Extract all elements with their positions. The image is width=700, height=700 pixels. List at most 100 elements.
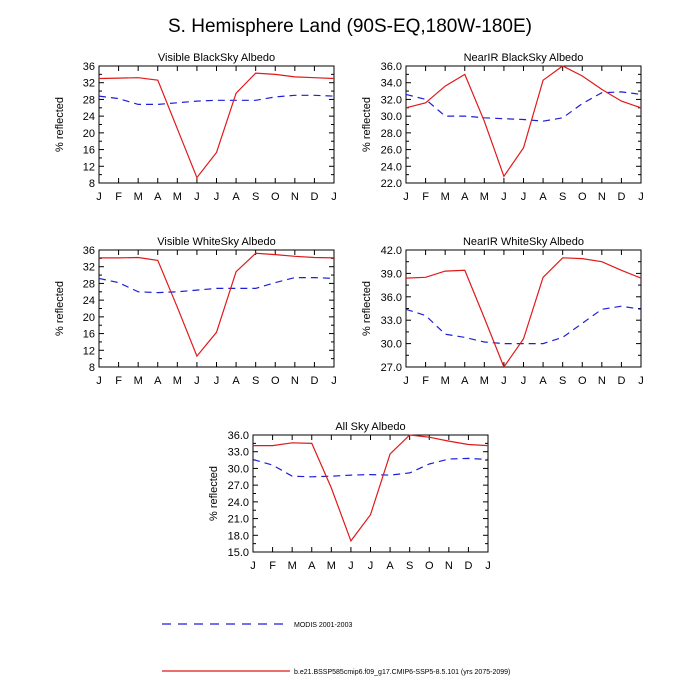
chart-panel: NearIR WhiteSky Albedo % reflected 27.0 30.… — [361, 236, 644, 387]
x-tick-label: A — [308, 560, 316, 572]
x-tick-label: F — [422, 191, 429, 203]
series-line-model — [253, 434, 489, 543]
x-tick-label: N — [598, 375, 606, 387]
y-tick-label: 32.0 — [381, 94, 402, 106]
x-tick-label: A — [232, 191, 240, 203]
y-axis-label: % reflected — [361, 281, 373, 336]
y-tick-label: 36.0 — [228, 430, 249, 442]
y-tick-label: 8 — [89, 178, 95, 190]
x-tick-label: M — [441, 191, 450, 203]
x-tick-label: D — [464, 560, 472, 572]
y-tick-label: 16 — [83, 145, 95, 157]
y-axis-label: % reflected — [54, 97, 66, 152]
x-tick-label: M — [480, 375, 489, 387]
x-tick-label: J — [194, 375, 200, 387]
x-tick-label: F — [422, 375, 429, 387]
y-tick-label: 28.0 — [381, 128, 402, 140]
x-tick-label: J — [501, 191, 507, 203]
y-tick-label: 12 — [83, 345, 95, 357]
x-tick-label: A — [232, 375, 240, 387]
chart-title: Visible BlackSky Albedo — [158, 52, 275, 64]
y-tick-label: 24 — [83, 295, 95, 307]
y-tick-label: 24 — [83, 111, 95, 123]
x-tick-label: J — [331, 375, 337, 387]
x-tick-label: J — [521, 191, 527, 203]
legend-model-label: b.e21.BSSP585cmip6.f09_g17.CMIP6-SSP5-8.… — [294, 669, 510, 676]
x-tick-label: A — [461, 191, 469, 203]
page-title: S. Hemisphere Land (90S-EQ,180W-180E) — [168, 16, 532, 37]
x-tick-label: N — [291, 375, 299, 387]
y-tick-label: 39.0 — [381, 268, 402, 280]
x-tick-label: M — [173, 191, 182, 203]
chart-panel: Visible WhiteSky Albedo % reflected 8 12 16 2… — [54, 236, 337, 387]
y-tick-label: 20 — [83, 312, 95, 324]
chart-title: NearIR WhiteSky Albedo — [463, 236, 584, 248]
x-tick-label: J — [194, 191, 200, 203]
x-tick-label: J — [96, 375, 102, 387]
x-tick-label: J — [214, 375, 220, 387]
series-line-model — [99, 252, 335, 358]
y-tick-label: 36 — [83, 245, 95, 257]
y-tick-label: 21.0 — [228, 514, 249, 526]
x-tick-label: S — [559, 191, 566, 203]
y-tick-label: 36 — [83, 61, 95, 73]
x-tick-label: J — [501, 375, 507, 387]
x-tick-label: A — [386, 560, 394, 572]
x-tick-label: A — [154, 375, 162, 387]
x-tick-label: J — [403, 191, 409, 203]
series-line-modis — [405, 91, 642, 122]
plot-frame — [405, 65, 642, 184]
x-tick-label: J — [485, 560, 491, 572]
x-tick-label: O — [271, 191, 280, 203]
y-tick-label: 27.0 — [228, 480, 249, 492]
x-tick-label: M — [327, 560, 336, 572]
x-tick-label: N — [291, 191, 299, 203]
plot-frame — [98, 65, 335, 184]
series-line-modis — [98, 277, 335, 294]
series-line-modis — [405, 305, 642, 345]
x-tick-label: M — [288, 560, 297, 572]
y-axis-label: % reflected — [208, 466, 220, 521]
x-tick-label: F — [269, 560, 276, 572]
series-line-modis — [252, 457, 489, 478]
y-tick-label: 36.0 — [381, 61, 402, 73]
x-tick-label: M — [480, 191, 489, 203]
y-tick-label: 18.0 — [228, 530, 249, 542]
y-tick-label: 22.0 — [381, 178, 402, 190]
plot-frame — [252, 434, 489, 553]
chart-panel: Visible BlackSky Albedo % reflected 8 12 16 2… — [54, 52, 337, 203]
y-axis-label: % reflected — [54, 281, 66, 336]
plot-frame — [98, 249, 335, 368]
series-line-model — [405, 257, 642, 369]
y-tick-label: 32 — [83, 262, 95, 274]
legend: MODIS 2001-2003 b.e21.BSSP585cmip6.f09_g… — [162, 622, 510, 676]
y-tick-label: 15.0 — [228, 547, 249, 559]
y-tick-label: 20 — [83, 128, 95, 140]
x-tick-label: D — [617, 375, 625, 387]
x-tick-label: F — [115, 191, 122, 203]
chart-title: Visible WhiteSky Albedo — [157, 236, 275, 248]
y-tick-label: 32 — [83, 78, 95, 90]
y-tick-label: 24.0 — [228, 497, 249, 509]
y-tick-label: 33.0 — [381, 315, 402, 327]
x-tick-label: O — [578, 191, 587, 203]
x-tick-label: M — [173, 375, 182, 387]
x-tick-label: J — [368, 560, 374, 572]
x-tick-label: D — [617, 191, 625, 203]
x-tick-label: O — [578, 375, 587, 387]
x-tick-label: F — [115, 375, 122, 387]
x-tick-label: J — [250, 560, 256, 572]
x-tick-label: A — [539, 375, 547, 387]
x-tick-label: S — [252, 191, 259, 203]
y-tick-label: 8 — [89, 362, 95, 374]
legend-modis-label: MODIS 2001-2003 — [294, 622, 352, 629]
y-tick-label: 30.0 — [228, 463, 249, 475]
x-tick-label: J — [96, 191, 102, 203]
x-tick-label: A — [539, 191, 547, 203]
y-tick-label: 26.0 — [381, 145, 402, 157]
y-tick-label: 27.0 — [381, 362, 402, 374]
x-tick-label: J — [638, 375, 644, 387]
y-tick-label: 34.0 — [381, 78, 402, 90]
x-tick-label: D — [310, 191, 318, 203]
